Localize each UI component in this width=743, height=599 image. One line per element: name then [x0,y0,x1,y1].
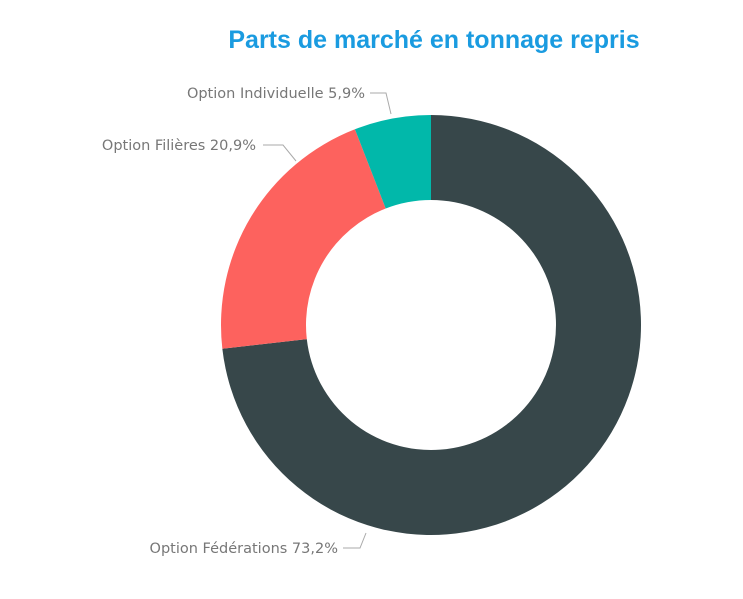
leader-line [343,532,367,549]
data-label: Option Individuelle 5,9% [187,86,365,102]
chart-title: Parts de marché en tonnage repris [228,26,640,54]
slice-option-individuelle [354,115,431,209]
data-label: Option Fédérations 73,2% [150,541,338,557]
data-label: Option Filières 20,9% [102,138,256,154]
slice-option-f-d-rations [222,115,642,535]
leader-line [263,144,297,162]
slice-option-fili-res [221,129,386,349]
leader-line [370,92,392,115]
